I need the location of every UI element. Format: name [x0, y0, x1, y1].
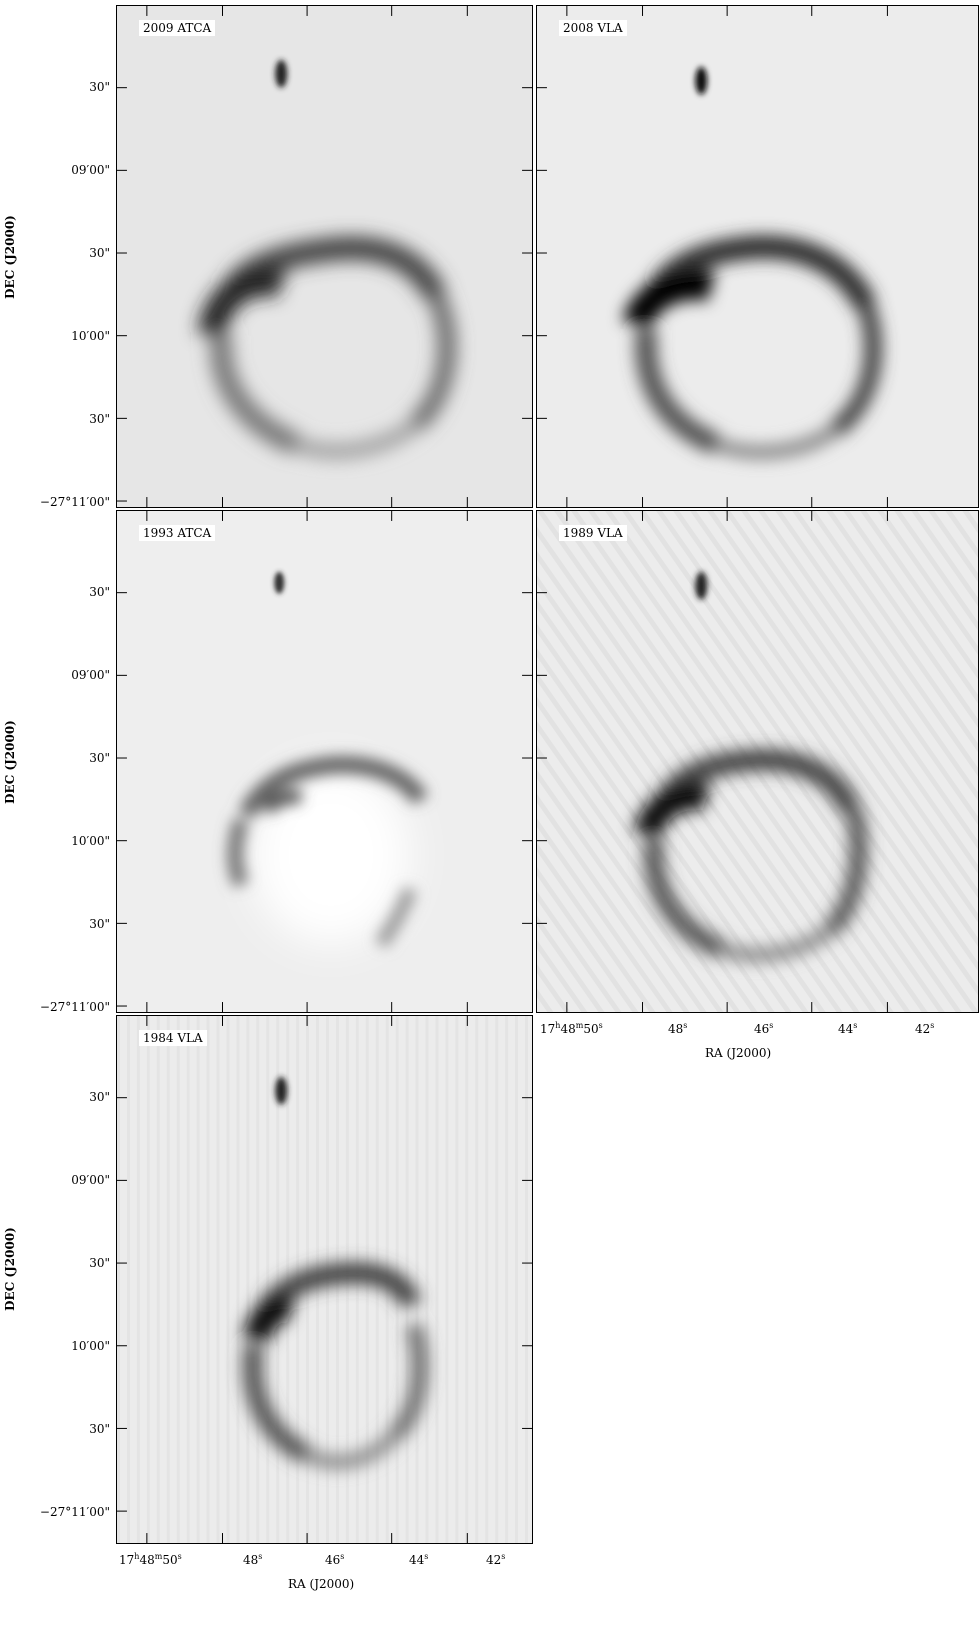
y-axis-label: DEC (J2000)	[3, 215, 17, 299]
y-tick-label: 30"	[89, 917, 110, 931]
panel-2008-vla: 2008 VLA	[536, 5, 979, 508]
radio-image	[117, 511, 532, 1012]
x-axis-label: RA (J2000)	[705, 1046, 772, 1060]
panel-1984-vla: 1984 VLA	[116, 1015, 533, 1544]
y-tick-label: 30"	[89, 751, 110, 765]
x-tick-label: 42s	[915, 1021, 935, 1036]
y-tick-label: 09′00"	[71, 668, 110, 682]
y-tick-label: 30"	[89, 1256, 110, 1270]
radio-image	[537, 6, 978, 507]
x-tick-label: 17h48m50s	[119, 1552, 182, 1567]
y-tick-label: 30"	[89, 585, 110, 599]
x-axis-label: RA (J2000)	[288, 1577, 355, 1591]
x-tick-label: 46s	[754, 1021, 774, 1036]
axis-ticks	[117, 511, 532, 1012]
panel-label: 2008 VLA	[559, 20, 627, 36]
panel-1989-vla: 1989 VLA	[536, 510, 979, 1013]
panel-label: 1984 VLA	[139, 1030, 207, 1046]
y-tick-label: 09′00"	[71, 163, 110, 177]
x-tick-label: 17h48m50s	[540, 1021, 603, 1036]
radio-image	[117, 6, 532, 507]
y-tick-label: 30"	[89, 1422, 110, 1436]
y-tick-label: 10′00"	[71, 834, 110, 848]
y-tick-label: 30"	[89, 412, 110, 426]
y-tick-label: 30"	[89, 246, 110, 260]
x-tick-label: 46s	[325, 1552, 345, 1567]
panel-1993-atca: 1993 ATCA	[116, 510, 533, 1013]
y-tick-label: −27°11′00"	[39, 495, 110, 509]
radio-image	[537, 511, 978, 1012]
axis-ticks	[117, 1016, 532, 1543]
y-tick-label: 09′00"	[71, 1173, 110, 1187]
x-tick-label: 48s	[668, 1021, 688, 1036]
axis-ticks	[117, 6, 532, 507]
x-tick-label: 44s	[409, 1552, 429, 1567]
radio-image	[117, 1016, 532, 1543]
y-tick-label: −27°11′00"	[39, 1000, 110, 1014]
x-tick-label: 42s	[486, 1552, 506, 1567]
panel-label: 1993 ATCA	[139, 525, 216, 541]
x-tick-label: 44s	[838, 1021, 858, 1036]
axis-ticks	[537, 6, 888, 507]
panel-label: 2009 ATCA	[139, 20, 216, 36]
y-tick-label: 30"	[89, 80, 110, 94]
y-tick-label: 10′00"	[71, 329, 110, 343]
y-tick-label: 10′00"	[71, 1339, 110, 1353]
y-tick-label: 30"	[89, 1090, 110, 1104]
y-axis-label: DEC (J2000)	[3, 720, 17, 804]
panel-2009-atca: 2009 ATCA	[116, 5, 533, 508]
panel-label: 1989 VLA	[559, 525, 627, 541]
axis-ticks	[537, 511, 888, 1012]
x-tick-label: 48s	[243, 1552, 263, 1567]
y-tick-label: −27°11′00"	[39, 1505, 110, 1519]
y-axis-label: DEC (J2000)	[3, 1227, 17, 1311]
